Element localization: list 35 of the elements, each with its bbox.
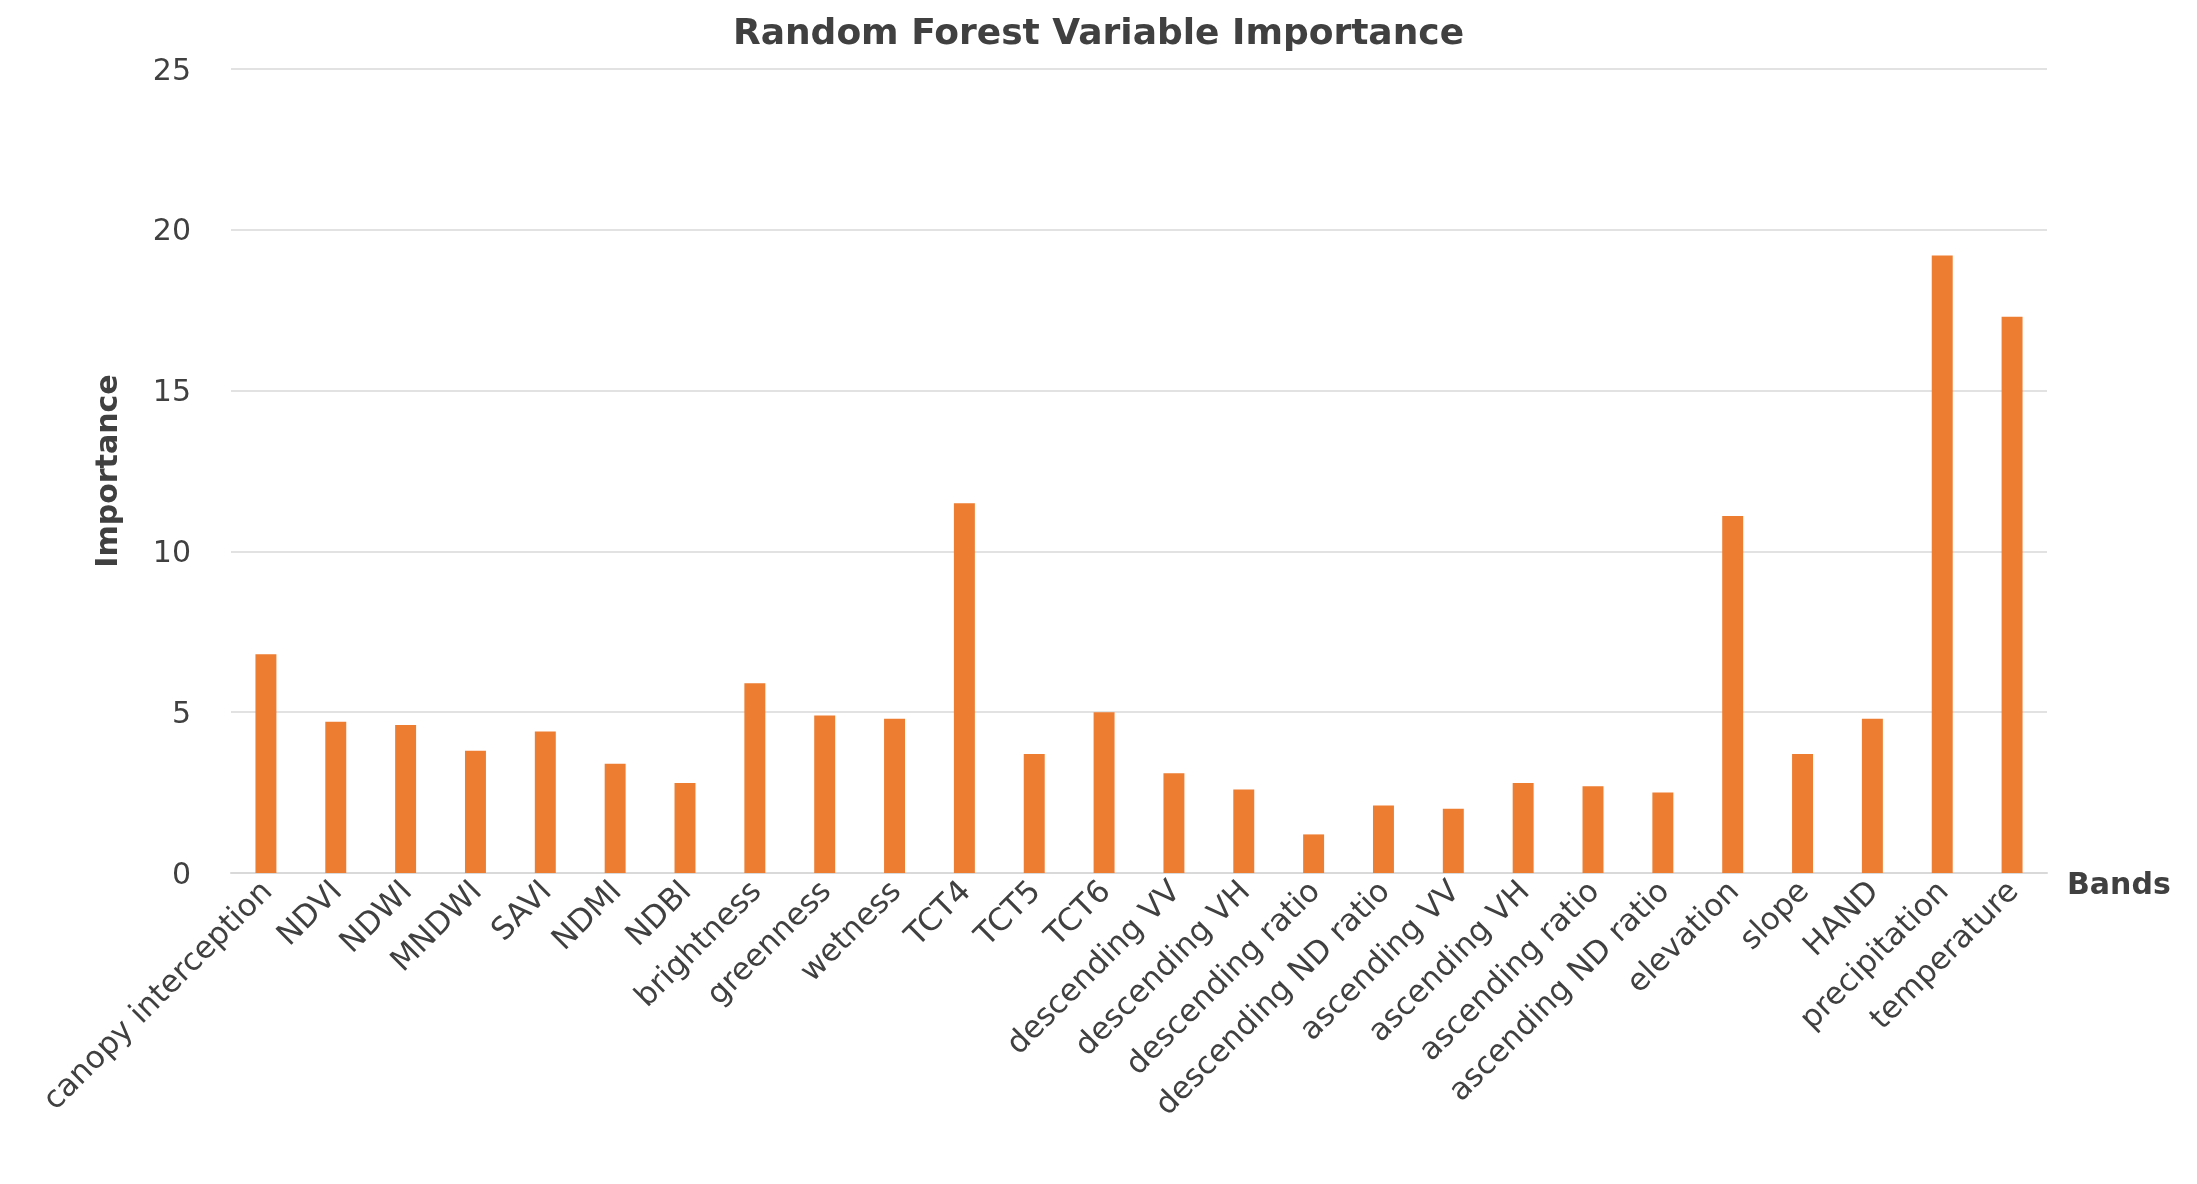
bar [2001, 316, 2023, 873]
bar [464, 750, 486, 873]
y-tick-label: 15 [152, 373, 191, 409]
x-axis-title: Bands [2067, 865, 2171, 901]
bar [1931, 255, 1953, 873]
y-tick-label: 10 [152, 533, 191, 569]
bar [1722, 516, 1744, 873]
bar [1023, 754, 1045, 873]
bar [1442, 808, 1464, 873]
bar [674, 782, 696, 873]
bar [1512, 782, 1534, 873]
y-tick-label: 5 [171, 694, 191, 730]
bar [1652, 792, 1674, 873]
bar [1582, 786, 1604, 873]
bar [1372, 805, 1394, 873]
bar [1093, 712, 1115, 873]
y-tick-label: 20 [152, 212, 191, 248]
bar [395, 725, 417, 873]
y-tick-label: 0 [171, 855, 191, 891]
bar [255, 654, 277, 873]
bar [1303, 834, 1325, 873]
y-axis-title: Importance [88, 374, 124, 568]
bar [325, 721, 347, 873]
bar [953, 503, 975, 873]
bar [534, 731, 556, 873]
bar [744, 683, 766, 873]
bar [1861, 718, 1883, 873]
bar [1163, 773, 1185, 873]
bar [884, 718, 906, 873]
bar [1233, 789, 1255, 873]
bar [604, 763, 626, 873]
chart-title: Random Forest Variable Importance [732, 10, 1465, 52]
y-tick-label: 25 [152, 51, 191, 87]
bar [1792, 754, 1814, 873]
bar [814, 715, 836, 873]
